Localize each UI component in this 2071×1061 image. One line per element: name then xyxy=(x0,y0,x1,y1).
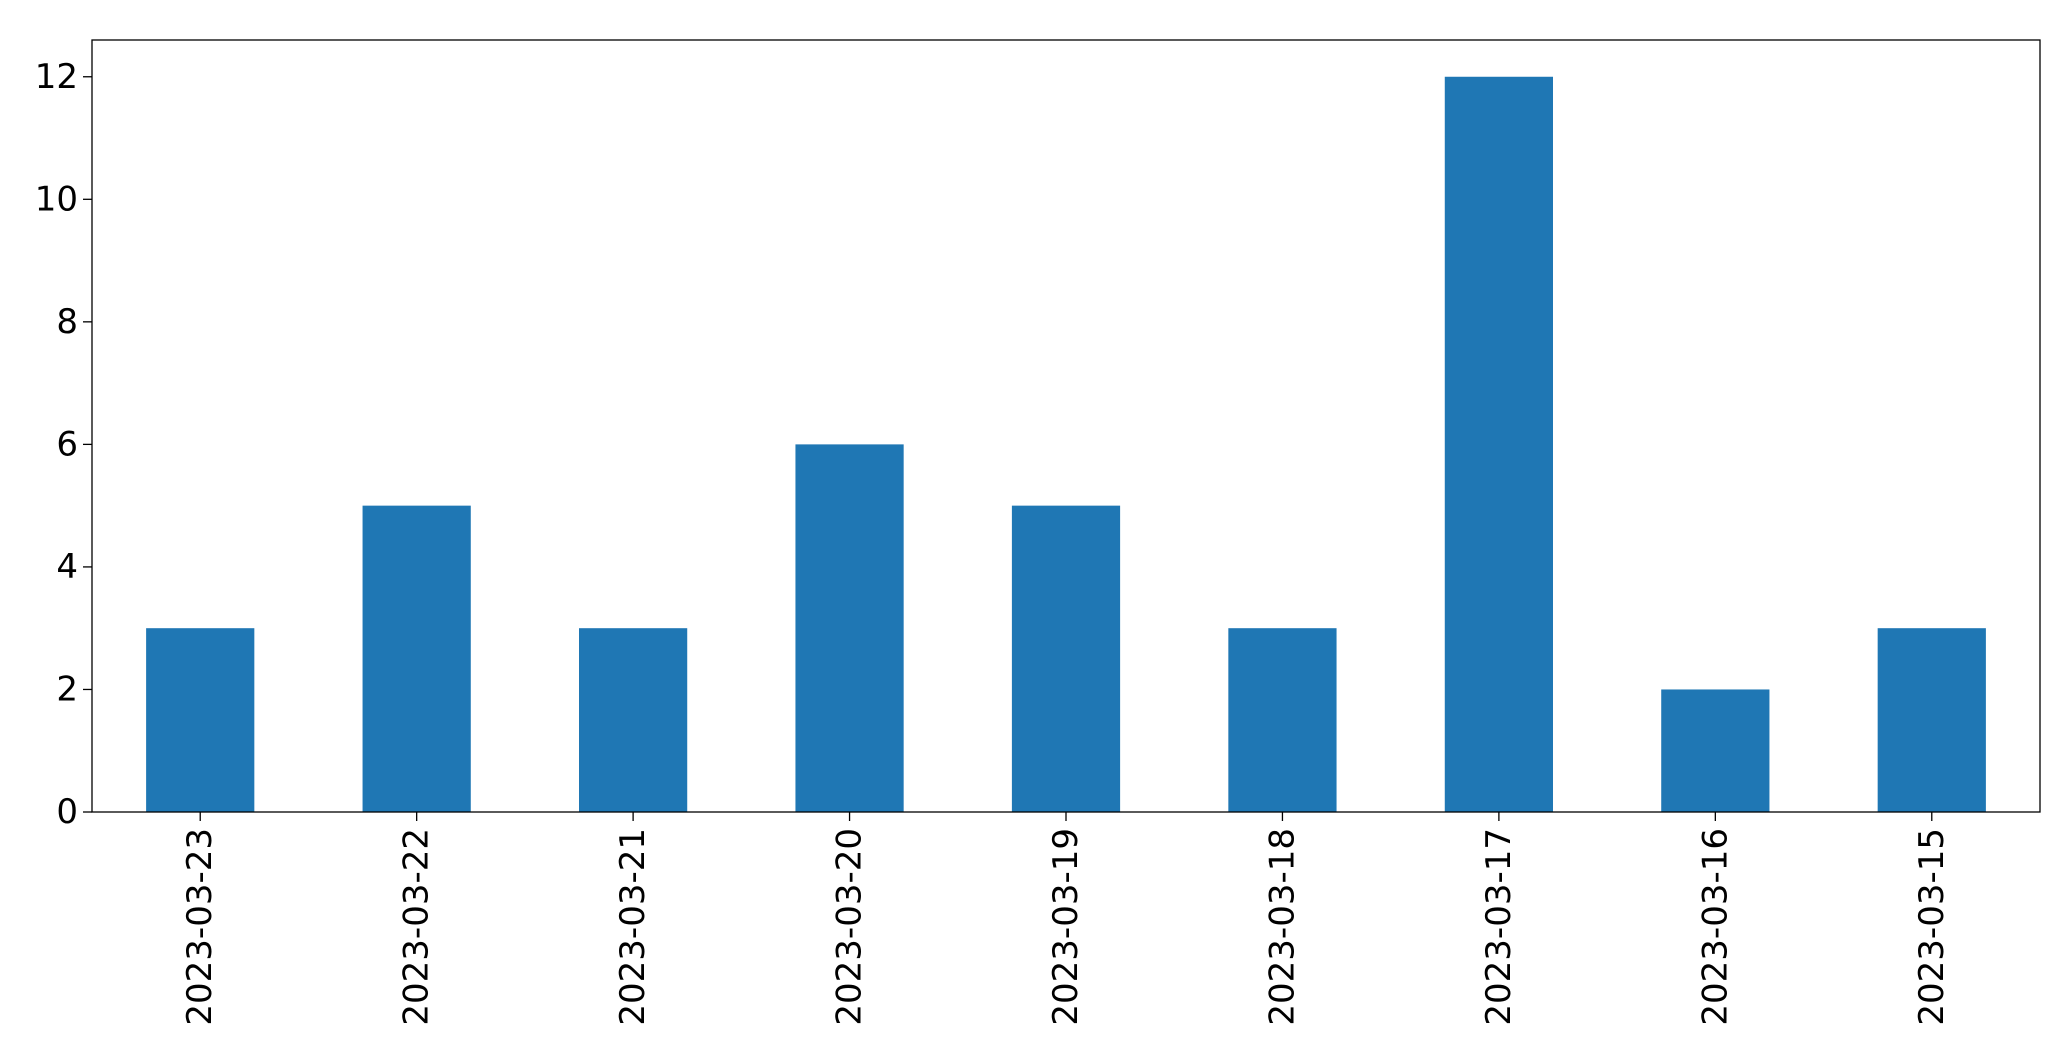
x-tick-label: 2023-03-19 xyxy=(1046,828,1086,1026)
y-tick-label: 0 xyxy=(56,792,78,832)
x-tick-label: 2023-03-18 xyxy=(1262,828,1302,1026)
plot-frame xyxy=(91,39,2041,813)
x-axis-ticks: 2023-03-23 2023-03-22 2023-03-21 2023-03-20… xyxy=(180,812,1952,1026)
x-tick-label: 2023-03-21 xyxy=(613,828,653,1026)
y-tick-label: 8 xyxy=(56,302,78,342)
bar-2023-03-19 xyxy=(1011,505,1121,812)
bar-2023-03-17 xyxy=(1444,76,1553,812)
bar-2023-03-15 xyxy=(1877,628,1986,812)
y-tick-label: 4 xyxy=(56,547,78,587)
y-tick-label: 10 xyxy=(35,179,78,219)
y-axis-ticks: 0 2 4 6 8 10 12 xyxy=(35,57,92,832)
x-tick-label: 2023-03-23 xyxy=(180,828,220,1026)
bar-2023-03-18 xyxy=(1228,628,1337,812)
y-tick-label: 6 xyxy=(56,424,78,464)
x-tick-label: 2023-03-17 xyxy=(1479,828,1519,1026)
bar-2023-03-16 xyxy=(1661,689,1770,812)
bars-group xyxy=(146,76,1986,812)
bar-2023-03-22 xyxy=(362,505,471,812)
x-tick-label: 2023-03-20 xyxy=(830,828,870,1026)
x-tick-label: 2023-03-15 xyxy=(1912,828,1952,1026)
y-tick-label: 12 xyxy=(35,57,78,97)
y-tick-label: 2 xyxy=(56,669,78,709)
bar-2023-03-23 xyxy=(146,628,255,812)
x-tick-label: 2023-03-16 xyxy=(1695,828,1735,1026)
x-tick-label: 2023-03-22 xyxy=(397,828,437,1026)
bar-2023-03-21 xyxy=(579,628,688,812)
bar-2023-03-20 xyxy=(795,444,904,812)
